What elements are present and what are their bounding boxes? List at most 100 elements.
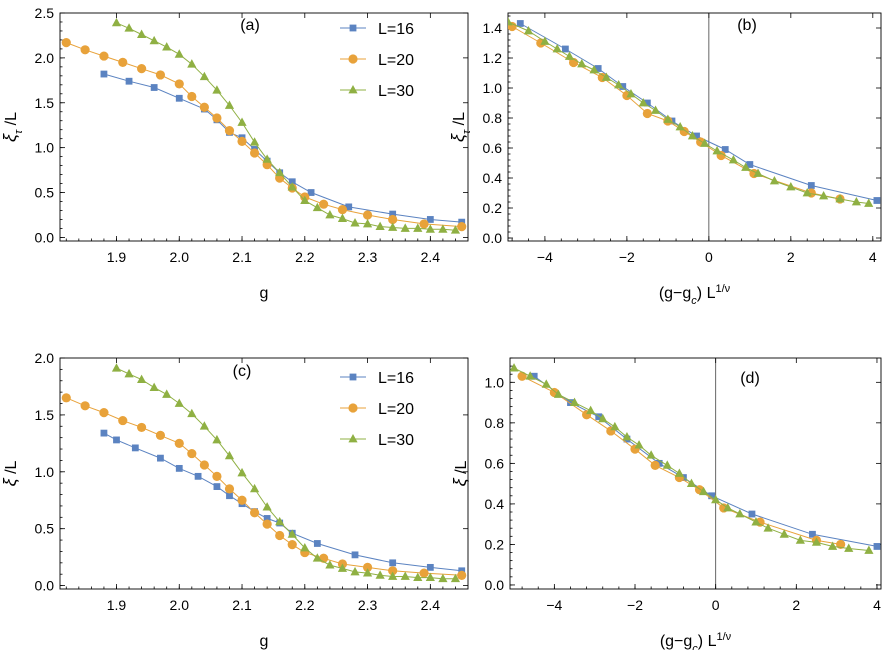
data-point-L=30 [249,137,260,146]
x-tick-label: −4 [537,249,553,265]
series-markers-L=20 [61,38,467,232]
data-point-L=30 [450,573,461,583]
data-point-L=30 [325,560,335,569]
legend-label: L=20 [378,401,414,418]
data-point-L=30 [638,98,648,107]
data-point-L=30 [212,434,222,444]
data-point-L=20 [99,51,109,61]
data-point-L=30 [589,65,599,74]
x-tick-label: 0 [712,597,720,613]
x-tick-label: 2.4 [421,597,441,613]
data-point-L=30 [741,162,751,171]
legend-marker [349,373,357,381]
data-point-L=16 [748,510,756,518]
data-point-L=20 [642,108,652,119]
x-tick-label: 2 [787,249,795,265]
x-axis-title-sub: c [692,643,698,650]
data-point-L=20 [155,70,166,80]
y-axis-title-main: ξ [450,477,470,486]
data-point-L=16 [175,94,183,102]
data-point-L=16 [643,99,651,107]
chart-panel-b: −4 −2 0 2 4 0.0 0.2 0.4 0.6 0.8 1.0 1.2 1.4 (b) (g−gc)… [448,12,882,307]
series-line-L=20 [66,42,462,228]
panel-label: (d) [740,370,760,387]
y-tick-label: 0.8 [485,415,505,431]
chart-panel-c: 1.9 2.0 2.1 2.2 2.3 2.4 0.0 0.5 1.0 1.5 2.0 (c) g ξ /… [0,350,469,650]
data-point-L=30 [262,502,272,511]
data-point-L=30 [199,421,209,430]
data-point-L=30 [149,35,159,45]
data-point-L=30 [525,371,535,380]
data-point-L=30 [237,467,247,477]
data-point-L=30 [844,543,854,552]
data-point-L=20 [174,79,184,89]
legend-marker [348,403,358,413]
data-point-L=30 [438,573,448,583]
data-point-L=30 [769,176,780,185]
data-point-L=30 [375,570,385,579]
x-tick-label: −2 [619,249,635,265]
data-point-L=30 [400,223,410,232]
data-point-L=30 [124,368,134,378]
data-point-L=30 [711,494,721,504]
data-point-L=16 [288,178,296,186]
data-point-L=16 [150,84,158,91]
data-point-L=30 [634,440,644,449]
data-point-L=30 [552,44,562,53]
data-point-L=30 [650,105,661,114]
data-point-L=16 [131,444,139,452]
data-point-L=30 [111,17,122,27]
data-point-L=30 [275,516,285,526]
data-point-L=30 [174,398,184,407]
data-point-L=30 [375,221,385,231]
data-point-L=30 [700,138,710,147]
data-point-L=20 [457,222,467,232]
data-point-L=30 [763,523,773,532]
panel-label: (b) [737,17,757,34]
data-point-L=30 [438,224,448,233]
data-point-L=16 [113,436,120,444]
data-point-L=16 [516,20,524,27]
data-point-L=16 [125,77,133,85]
data-point-L=30 [350,566,360,576]
data-point-L=30 [224,100,235,109]
data-point-L=30 [124,23,134,32]
data-point-L=30 [735,509,745,518]
plot-frame [507,12,882,242]
data-point-L=16 [313,540,321,547]
y-tick-label: 2.5 [35,5,55,21]
data-point-L=16 [100,429,108,437]
x-tick-label: 2.0 [170,597,190,613]
data-point-L=30 [835,194,845,203]
data-point-L=20 [237,136,247,146]
x-tick-label: −4 [546,597,562,613]
data-point-L=30 [337,563,348,572]
x-tick-label: 4 [869,249,877,265]
x-tick-label: 2.1 [232,249,252,265]
x-tick-label: 2 [792,597,800,613]
data-point-L=16 [389,210,397,218]
plot-area [510,363,881,554]
data-point-L=30 [162,389,172,398]
data-point-L=30 [598,413,608,423]
legend-label: L=30 [378,432,414,449]
y-tick-label: 2.0 [35,50,55,66]
series-line-L=16 [520,23,878,201]
data-point-L=16 [100,70,108,78]
data-point-L=16 [226,492,233,500]
x-tick-label: 2.4 [421,249,441,265]
data-point-L=30 [569,397,580,406]
data-point-L=30 [601,72,611,81]
data-point-L=20 [237,495,247,505]
chart-panel-d: −4 −2 0 2 4 0.0 0.2 0.4 0.6 0.8 1.0 (d) (g−gc) L1/ν ξ… [450,357,882,650]
data-point-L=30 [586,405,596,415]
data-point-L=30 [675,122,685,131]
data-point-L=16 [175,464,183,472]
legend-marker [348,85,358,94]
x-tick-label: 1.9 [107,249,127,265]
plot-area [61,363,467,583]
data-point-L=16 [708,492,716,500]
data-point-L=16 [693,132,700,140]
data-point-L=16 [389,559,397,567]
data-point-L=20 [337,204,348,215]
